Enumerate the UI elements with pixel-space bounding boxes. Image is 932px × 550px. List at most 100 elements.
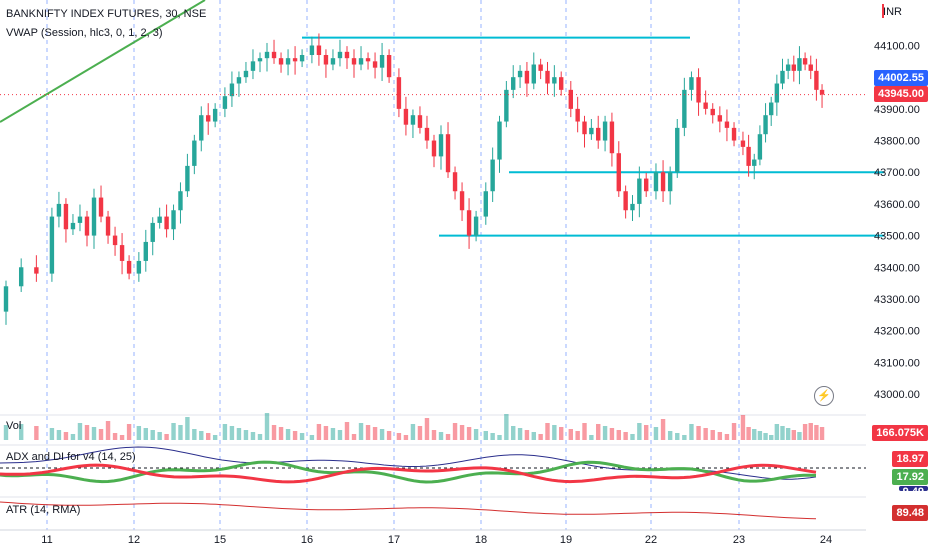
candle-body — [667, 172, 673, 192]
volume-bar — [410, 424, 416, 440]
volume-bar — [559, 427, 564, 440]
volume-bar — [372, 427, 378, 440]
volume-bar — [264, 413, 270, 440]
time-tick-label: 23 — [733, 534, 745, 546]
time-tick-label: 22 — [645, 534, 657, 546]
candle-body — [459, 191, 465, 211]
candle-body — [483, 191, 488, 217]
candle-body — [126, 260, 132, 274]
price-tick-label: 44100.00 — [874, 41, 920, 53]
adx-red-line — [0, 463, 817, 484]
candle-body — [596, 127, 601, 141]
price-tick-label: 43500.00 — [874, 231, 920, 243]
time-tick-label: 16 — [301, 534, 313, 546]
chart-title: BANKNIFTY INDEX FUTURES, 30, NSE — [6, 8, 207, 20]
price-tick-label: 43200.00 — [874, 326, 920, 338]
candle-body — [819, 89, 825, 95]
candle-body — [91, 197, 97, 236]
volume-bar — [769, 435, 774, 440]
price-tick-label: 43400.00 — [874, 262, 920, 274]
time-tick-label: 11 — [41, 534, 52, 546]
adx-value-red: 18.97 — [892, 451, 928, 467]
volume-bar — [802, 424, 808, 440]
candle-body — [119, 245, 125, 261]
volume-bar — [292, 431, 298, 440]
candle-body — [150, 222, 155, 242]
volume-bar — [497, 435, 502, 440]
candle-body — [609, 121, 615, 154]
price-badge-last: 43945.00 — [874, 86, 928, 102]
candle-body — [157, 216, 162, 223]
candle-body — [278, 58, 284, 65]
volume-bar — [63, 432, 69, 440]
candle-body — [582, 121, 587, 135]
price-axis: 43000.00 43100.00 43200.00 43300.00 43400.00… — [874, 41, 920, 402]
volume-bar — [459, 425, 465, 440]
volume-bar — [98, 429, 104, 440]
candle-body — [710, 108, 715, 116]
volume-bar — [582, 423, 587, 440]
candle-body — [724, 121, 730, 128]
candle-body — [222, 96, 228, 109]
volume-bar — [575, 431, 580, 440]
volume-bar — [724, 434, 730, 440]
vol-legend[interactable]: Vol — [6, 420, 22, 432]
candle-body — [682, 89, 687, 128]
candle-body — [257, 58, 263, 62]
candle-body — [379, 55, 385, 68]
volume-bar — [285, 429, 291, 440]
candle-body — [452, 172, 458, 192]
time-tick-label: 17 — [388, 534, 400, 546]
candle-body — [250, 61, 256, 71]
volume-bar — [552, 425, 557, 440]
candle-body — [143, 241, 148, 261]
volume-bar — [602, 426, 608, 440]
volume-bar — [150, 430, 155, 440]
volume-bar — [808, 423, 813, 440]
volume-bar — [222, 424, 228, 440]
candle-body — [763, 115, 768, 135]
volume-bar — [644, 425, 649, 440]
volume-bar — [185, 417, 190, 440]
volume-bar — [157, 432, 162, 440]
volume-bar — [278, 427, 284, 440]
adx-legend[interactable]: ADX and DI for v4 (14, 25) — [6, 451, 136, 463]
volume-bar — [596, 424, 601, 440]
time-tick-label: 18 — [475, 534, 487, 546]
volume-bar — [483, 431, 488, 440]
volume-bar — [637, 423, 642, 440]
candle-body — [365, 58, 371, 62]
volume-bar — [192, 429, 197, 440]
flash-icon[interactable]: ⚡ — [814, 386, 834, 406]
price-tick-label: 43700.00 — [874, 167, 920, 179]
candle-body — [524, 70, 530, 84]
adx-value-blue: 9.49 — [898, 486, 928, 491]
volume-bars — [3, 413, 825, 440]
volume-bar — [105, 421, 111, 440]
volume-bar — [717, 432, 723, 440]
volume-bar — [740, 415, 746, 440]
volume-bar — [490, 433, 495, 440]
time-tick-label: 19 — [560, 534, 572, 546]
candle-body — [229, 83, 235, 97]
atr-line — [0, 501, 817, 520]
volume-bar — [609, 428, 615, 440]
candle-body — [316, 45, 322, 56]
candle-body — [497, 121, 502, 160]
candle-body — [780, 70, 785, 84]
vwap-legend[interactable]: VWAP (Session, hlc3, 0, 1, 2, 3) — [6, 27, 163, 39]
volume-bar — [299, 433, 305, 440]
atr-legend[interactable]: ATR (14, RMA) — [6, 504, 81, 516]
candle-body — [98, 197, 104, 217]
candle-body — [49, 216, 55, 274]
candle-body — [511, 77, 516, 90]
candle-body — [112, 235, 118, 246]
currency-label[interactable]: INR — [883, 6, 902, 18]
volume-bar — [358, 423, 364, 440]
trendline-segment — [0, 0, 206, 123]
time-tick-label: 24 — [820, 534, 832, 546]
volume-bar — [3, 425, 9, 440]
candle-body — [372, 61, 378, 68]
volume-bar — [524, 430, 530, 440]
